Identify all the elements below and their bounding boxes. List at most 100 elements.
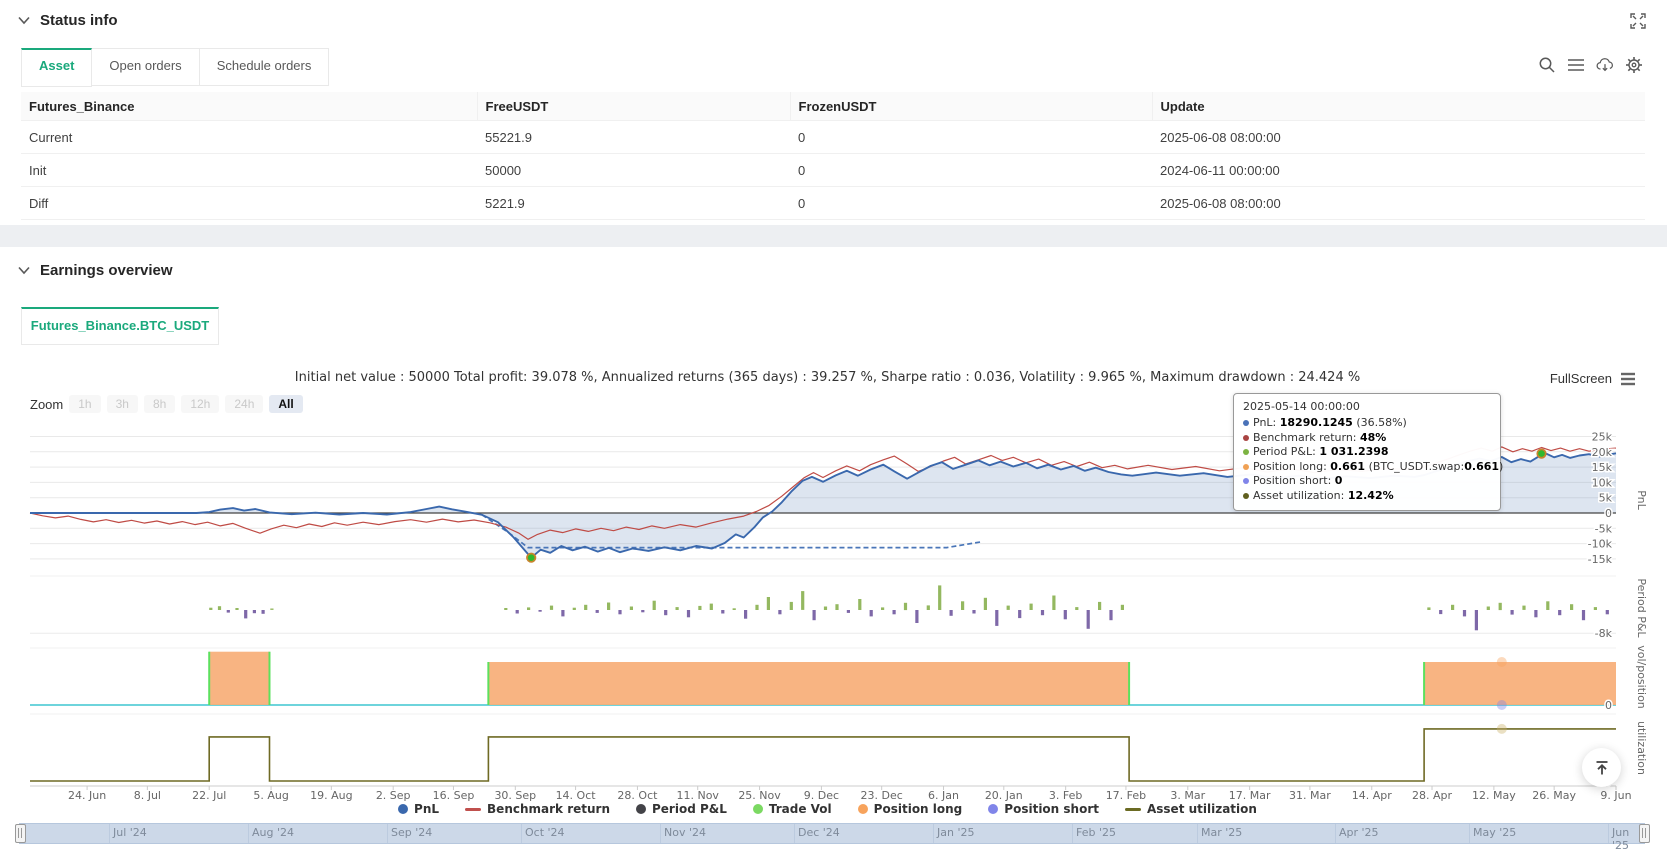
diff-update: 2025-06-08 08:00:00 <box>1152 187 1645 220</box>
col-header-freeusdt: FreeUSDT <box>477 92 790 121</box>
diff-freeusdt: 5221.9 <box>477 187 790 220</box>
tooltip-series-dot <box>1243 478 1249 484</box>
tooltip-series-dot <box>1243 449 1249 455</box>
app-screen: Status info Asset Open orders Schedule o… <box>0 0 1667 852</box>
tooltip-row: Asset utilization: 12.42% <box>1243 489 1491 504</box>
zoom-range-controls: Zoom 1h 3h 8h 12h 24h All <box>30 395 303 413</box>
asset-table-header: Futures_Binance FreeUSDT FrozenUSDT Upda… <box>21 92 1645 121</box>
legend-label: Trade Vol <box>769 802 832 816</box>
legend-label: Benchmark return <box>487 802 610 816</box>
status-section-title: Status info <box>40 12 118 29</box>
navigator-month-tick <box>660 824 661 843</box>
navigator-month-tick <box>933 824 934 843</box>
chart-context-menu-icon[interactable] <box>1620 372 1636 386</box>
legend-label: PnL <box>414 802 439 816</box>
navigator-left-handle[interactable] <box>15 824 26 843</box>
navigator-month-tick <box>1469 824 1470 843</box>
legend-item-trade-vol[interactable]: Trade Vol <box>753 802 832 816</box>
table-row-diff: Diff 5221.9 0 2025-06-08 08:00:00 <box>21 187 1645 220</box>
navigator-month-tick <box>1335 824 1336 843</box>
legend-circle-marker <box>636 804 646 814</box>
tooltip-date: 2025-05-14 00:00:00 <box>1243 400 1491 413</box>
chart-stats-summary: Initial net value : 50000 Total profit: … <box>0 370 1655 385</box>
tab-schedule-orders[interactable]: Schedule orders <box>200 48 330 86</box>
tooltip-row: Benchmark return: 48% <box>1243 431 1491 446</box>
tab-futures-binance-btc-usdt[interactable]: Futures_Binance.BTC_USDT <box>21 307 219 345</box>
navigator-month-tick <box>109 824 110 843</box>
navigator-month-tick <box>387 824 388 843</box>
legend-label: Position short <box>1004 802 1099 816</box>
legend-item-period-p-l[interactable]: Period P&L <box>636 802 727 816</box>
navigator-month-tick <box>1608 824 1609 843</box>
navigator-month-label: Dec '24 <box>798 826 840 839</box>
legend-item-benchmark-return[interactable]: Benchmark return <box>465 802 610 816</box>
navigator-month-label: Feb '25 <box>1076 826 1116 839</box>
navigator-month-label: Jul '24 <box>113 826 147 839</box>
navigator-month-label: Sep '24 <box>391 826 432 839</box>
chart-legend: PnL Benchmark return Period P&L Trade Vol Po… <box>0 802 1655 816</box>
col-header-futures-binance: Futures_Binance <box>21 92 477 121</box>
tooltip-row: Position short: 0 <box>1243 474 1491 489</box>
legend-circle-marker <box>858 804 868 814</box>
collapse-chevron-icon[interactable] <box>18 266 30 275</box>
init-label: Init <box>21 154 477 187</box>
current-update: 2025-06-08 08:00:00 <box>1152 121 1645 154</box>
navigator-month-tick <box>521 824 522 843</box>
legend-item-asset-utilization[interactable]: Asset utilization <box>1125 802 1257 816</box>
tooltip-series-dot <box>1243 493 1249 499</box>
legend-line-marker <box>465 808 481 811</box>
tooltip-series-dot <box>1243 464 1249 470</box>
status-info-card: Status info Asset Open orders Schedule o… <box>0 0 1667 225</box>
legend-circle-marker <box>753 804 763 814</box>
init-freeusdt: 50000 <box>477 154 790 187</box>
tooltip-series-dot <box>1243 435 1249 441</box>
zoom-button-12h[interactable]: 12h <box>181 395 219 413</box>
navigator-month-label: Apr '25 <box>1339 826 1379 839</box>
legend-item-pnl[interactable]: PnL <box>398 802 439 816</box>
earnings-section-title: Earnings overview <box>40 262 173 279</box>
menu-icon[interactable] <box>1567 56 1585 74</box>
zoom-button-24h[interactable]: 24h <box>225 395 263 413</box>
zoom-button-8h[interactable]: 8h <box>144 395 175 413</box>
back-to-top-button[interactable] <box>1582 748 1621 787</box>
zoom-button-1h[interactable]: 1h <box>69 395 100 413</box>
zoom-button-3h[interactable]: 3h <box>107 395 138 413</box>
diff-label: Diff <box>21 187 477 220</box>
navigator-month-label: Nov '24 <box>664 826 706 839</box>
col-header-frozenusdt: FrozenUSDT <box>790 92 1152 121</box>
legend-line-marker <box>1125 808 1141 811</box>
zoom-button-all[interactable]: All <box>269 395 302 413</box>
navigator-month-label: Mar '25 <box>1201 826 1242 839</box>
current-frozenusdt: 0 <box>790 121 1152 154</box>
tooltip-row: Period P&L: 1 031.2398 <box>1243 445 1491 460</box>
navigator-month-label: Oct '24 <box>525 826 565 839</box>
current-freeusdt: 55221.9 <box>477 121 790 154</box>
search-icon[interactable] <box>1538 56 1556 74</box>
legend-item-position-long[interactable]: Position long <box>858 802 963 816</box>
collapse-chevron-icon[interactable] <box>18 16 30 25</box>
navigator-month-tick <box>1072 824 1073 843</box>
tooltip-row: Position long: 0.661 (BTC_USDT.swap:0.66… <box>1243 460 1491 475</box>
legend-label: Period P&L <box>652 802 727 816</box>
navigator-right-handle[interactable] <box>1639 824 1650 843</box>
tab-asset[interactable]: Asset <box>21 48 92 87</box>
arrow-to-top-icon <box>1593 759 1611 777</box>
navigator-month-tick <box>1197 824 1198 843</box>
navigator-month-label: May '25 <box>1473 826 1516 839</box>
navigator-month-label: Aug '24 <box>252 826 294 839</box>
table-row-init: Init 50000 0 2024-06-11 00:00:00 <box>21 154 1645 187</box>
cloud-download-icon[interactable] <box>1596 56 1614 74</box>
tab-open-orders[interactable]: Open orders <box>92 48 199 86</box>
tooltip-row: PnL: 18290.1245 (36.58%) <box>1243 416 1491 431</box>
diff-frozenusdt: 0 <box>790 187 1152 220</box>
legend-label: Position long <box>874 802 963 816</box>
legend-item-position-short[interactable]: Position short <box>988 802 1099 816</box>
current-link[interactable]: Current <box>21 121 477 154</box>
settings-gear-icon[interactable] <box>1625 56 1643 74</box>
navigator-month-label: Jan '25 <box>937 826 974 839</box>
expand-fullscreen-icon[interactable] <box>1629 12 1647 30</box>
legend-circle-marker <box>988 804 998 814</box>
navigator-month-tick <box>794 824 795 843</box>
chart-navigator[interactable]: Jul '24 Aug '24 Sep '24 Oct '24 Nov '24 Dec '… <box>19 823 1645 844</box>
fullscreen-button[interactable]: FullScreen <box>1550 371 1612 386</box>
